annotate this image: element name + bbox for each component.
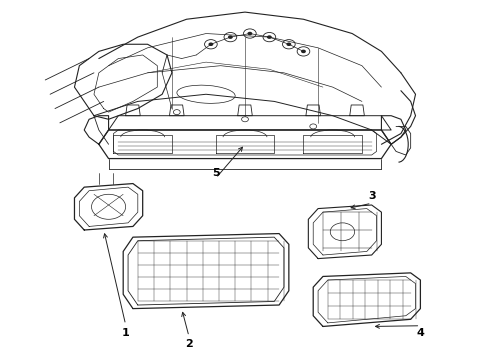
Text: 3: 3 xyxy=(368,191,375,201)
Circle shape xyxy=(301,50,306,53)
Text: 4: 4 xyxy=(416,328,424,338)
Text: 1: 1 xyxy=(122,328,129,338)
Circle shape xyxy=(247,32,252,35)
Circle shape xyxy=(208,42,213,46)
Circle shape xyxy=(267,35,272,39)
Circle shape xyxy=(228,35,233,39)
Text: 2: 2 xyxy=(185,339,193,349)
Text: 5: 5 xyxy=(212,168,220,178)
Circle shape xyxy=(287,42,291,46)
